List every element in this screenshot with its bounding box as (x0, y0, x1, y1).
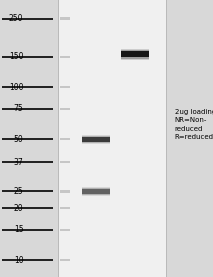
Text: 25: 25 (14, 187, 23, 196)
Text: 75: 75 (14, 104, 23, 114)
Text: 50: 50 (14, 135, 23, 144)
Bar (82, 136, 110, 143)
Text: 10: 10 (14, 256, 23, 265)
Text: 250: 250 (9, 14, 23, 23)
Text: 2ug loading
NR=Non-
reduced
R=reduced: 2ug loading NR=Non- reduced R=reduced (175, 109, 213, 140)
Bar (60, 161, 70, 163)
Bar (60, 17, 70, 20)
Bar (82, 187, 110, 196)
Bar (60, 229, 70, 231)
Bar (121, 52, 149, 58)
Bar (60, 207, 70, 209)
Bar (82, 135, 110, 144)
Bar (82, 137, 110, 142)
Text: 15: 15 (14, 225, 23, 234)
Bar (60, 86, 70, 88)
Bar (60, 138, 70, 140)
Bar (60, 190, 70, 193)
Bar (82, 188, 110, 195)
Text: 100: 100 (9, 83, 23, 92)
Bar (82, 189, 110, 194)
Bar (60, 259, 70, 261)
Bar (121, 49, 149, 60)
Text: 20: 20 (14, 204, 23, 213)
Bar (60, 56, 70, 58)
Bar (60, 108, 70, 110)
Text: 150: 150 (9, 52, 23, 61)
Bar (121, 50, 149, 59)
Bar (58, 0, 166, 277)
Text: 37: 37 (14, 158, 23, 166)
